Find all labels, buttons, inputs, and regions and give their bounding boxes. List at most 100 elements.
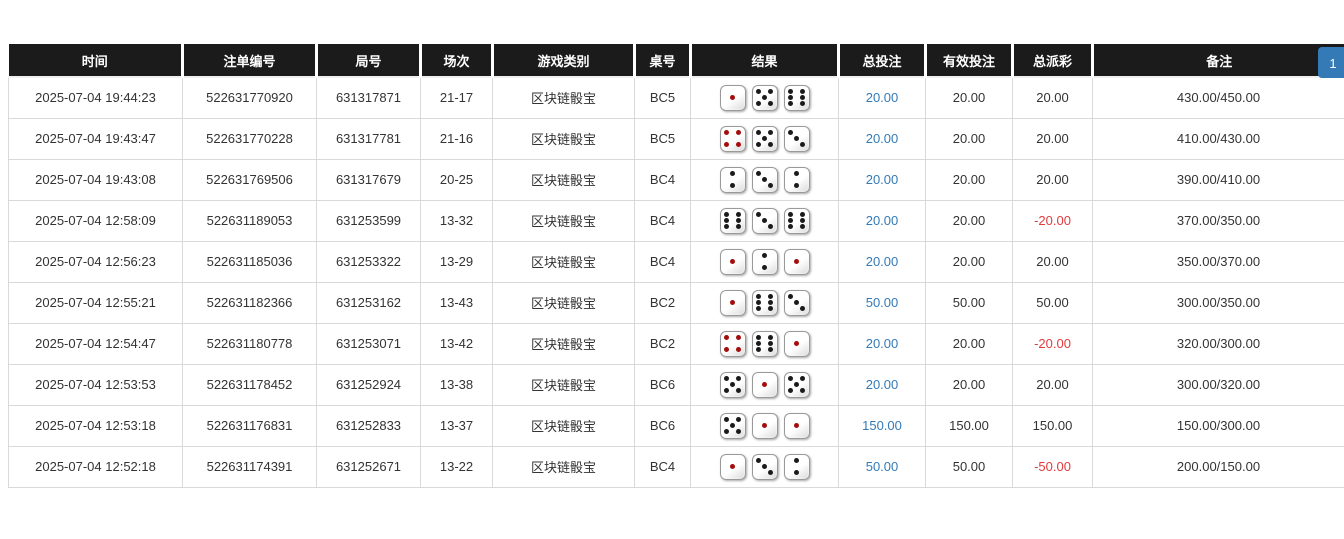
session-cell: 21-16: [421, 118, 493, 159]
die-3-icon: [752, 208, 778, 234]
die-1-icon: [784, 249, 810, 275]
die-4-icon: [720, 126, 746, 152]
dice-result-group: [691, 413, 838, 439]
die-5-icon: [784, 372, 810, 398]
time-cell: 2025-07-04 12:54:47: [9, 323, 183, 364]
payout-cell: 20.00: [1013, 364, 1093, 405]
payout-cell: 20.00: [1013, 118, 1093, 159]
table-number-cell: BC6: [635, 405, 691, 446]
remark-cell: 300.00/350.00: [1093, 282, 1344, 323]
time-cell: 2025-07-04 12:53:53: [9, 364, 183, 405]
game-category-cell: 区块链骰宝: [493, 323, 635, 364]
die-1-icon: [720, 85, 746, 111]
session-cell: 13-38: [421, 364, 493, 405]
result-cell: [691, 118, 839, 159]
game-category-cell: 区块链骰宝: [493, 282, 635, 323]
bet-id-cell: 522631180778: [183, 323, 317, 364]
result-cell: [691, 159, 839, 200]
table-number-cell: BC4: [635, 159, 691, 200]
result-cell: [691, 405, 839, 446]
payout-cell: 20.00: [1013, 159, 1093, 200]
round-cell: 631252671: [317, 446, 421, 487]
bet-id-cell: 522631185036: [183, 241, 317, 282]
dice-result-group: [691, 208, 838, 234]
bet-id-cell: 522631174391: [183, 446, 317, 487]
time-cell: 2025-07-04 19:43:08: [9, 159, 183, 200]
dice-result-group: [691, 249, 838, 275]
bet-id-cell: 522631189053: [183, 200, 317, 241]
valid-bet-cell: 20.00: [926, 159, 1013, 200]
game-category-cell: 区块链骰宝: [493, 118, 635, 159]
round-cell: 631317871: [317, 77, 421, 118]
table-number-cell: BC4: [635, 446, 691, 487]
die-2-icon: [784, 454, 810, 480]
total-bet-cell[interactable]: 20.00: [839, 364, 926, 405]
die-6-icon: [720, 208, 746, 234]
remark-cell: 150.00/300.00: [1093, 405, 1344, 446]
time-cell: 2025-07-04 19:43:47: [9, 118, 183, 159]
table-header-row: 时间 注单编号 局号 场次 游戏类别 桌号 结果 总投注 有效投注 总派彩 备注: [9, 44, 1344, 77]
round-cell: 631253599: [317, 200, 421, 241]
valid-bet-cell: 20.00: [926, 241, 1013, 282]
payout-cell: -50.00: [1013, 446, 1093, 487]
bet-id-cell: 522631770920: [183, 77, 317, 118]
bet-id-cell: 522631769506: [183, 159, 317, 200]
payout-cell: -20.00: [1013, 200, 1093, 241]
session-cell: 13-43: [421, 282, 493, 323]
total-bet-cell[interactable]: 150.00: [839, 405, 926, 446]
result-cell: [691, 77, 839, 118]
dice-result-group: [691, 126, 838, 152]
game-category-cell: 区块链骰宝: [493, 446, 635, 487]
bet-id-cell: 522631176831: [183, 405, 317, 446]
header-game: 游戏类别: [493, 44, 635, 77]
payout-cell: 50.00: [1013, 282, 1093, 323]
round-cell: 631253162: [317, 282, 421, 323]
total-bet-cell[interactable]: 20.00: [839, 159, 926, 200]
total-bet-cell[interactable]: 20.00: [839, 118, 926, 159]
payout-cell: 20.00: [1013, 77, 1093, 118]
remark-cell: 350.00/370.00: [1093, 241, 1344, 282]
game-category-cell: 区块链骰宝: [493, 200, 635, 241]
die-1-icon: [784, 331, 810, 357]
total-bet-cell[interactable]: 20.00: [839, 241, 926, 282]
payout-cell: -20.00: [1013, 323, 1093, 364]
header-result: 结果: [691, 44, 839, 77]
header-table-no: 桌号: [635, 44, 691, 77]
remark-cell: 390.00/410.00: [1093, 159, 1344, 200]
total-bet-cell[interactable]: 20.00: [839, 323, 926, 364]
die-5-icon: [720, 413, 746, 439]
die-6-icon: [784, 85, 810, 111]
valid-bet-cell: 50.00: [926, 446, 1013, 487]
total-bet-cell[interactable]: 50.00: [839, 282, 926, 323]
payout-cell: 150.00: [1013, 405, 1093, 446]
dice-result-group: [691, 85, 838, 111]
remark-cell: 410.00/430.00: [1093, 118, 1344, 159]
bet-id-cell: 522631770228: [183, 118, 317, 159]
header-time: 时间: [9, 44, 183, 77]
pagination-page-1-button[interactable]: 1: [1318, 47, 1344, 78]
result-cell: [691, 282, 839, 323]
game-category-cell: 区块链骰宝: [493, 77, 635, 118]
dice-result-group: [691, 290, 838, 316]
total-bet-cell[interactable]: 20.00: [839, 77, 926, 118]
total-bet-cell[interactable]: 50.00: [839, 446, 926, 487]
round-cell: 631253071: [317, 323, 421, 364]
die-6-icon: [784, 208, 810, 234]
remark-cell: 300.00/320.00: [1093, 364, 1344, 405]
game-category-cell: 区块链骰宝: [493, 405, 635, 446]
total-bet-cell[interactable]: 20.00: [839, 200, 926, 241]
remark-cell: 200.00/150.00: [1093, 446, 1344, 487]
round-cell: 631253322: [317, 241, 421, 282]
header-remark: 备注: [1093, 44, 1344, 77]
result-cell: [691, 446, 839, 487]
die-6-icon: [752, 331, 778, 357]
session-cell: 13-42: [421, 323, 493, 364]
game-category-cell: 区块链骰宝: [493, 364, 635, 405]
